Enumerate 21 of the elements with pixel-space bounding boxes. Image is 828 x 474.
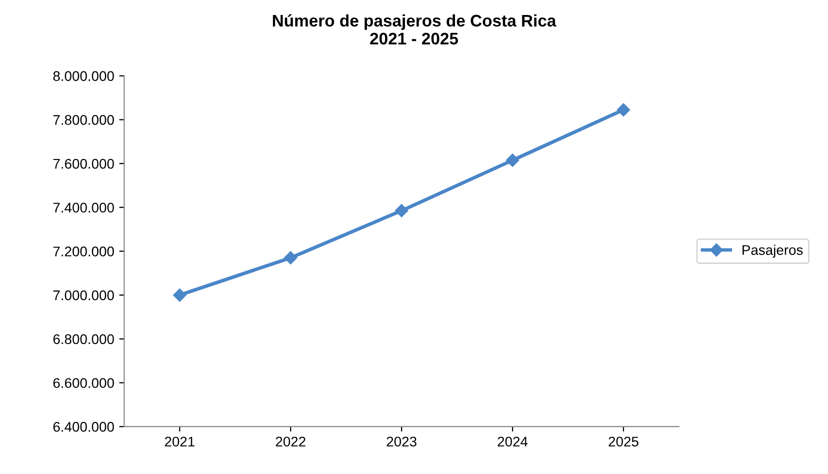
y-tick-label: 8.000.000 [53,71,114,82]
y-tick-label: 7.200.000 [53,246,114,256]
x-tick-label: 2025 [608,436,638,447]
x-tick-label: 2023 [386,436,416,447]
x-tick-label: 2022 [276,436,306,447]
point [616,103,630,116]
y-tick-label: 7.400.000 [53,202,114,213]
chart-title: Número de pasajeros de Costa Rica 2021 - 2025 [272,14,556,45]
x-tick-label: 2021 [164,436,194,447]
point [394,204,408,218]
legend-label: Pasajeros [742,244,803,258]
point [506,154,520,167]
y-tick-label: 6.600.000 [53,378,114,388]
y-tick-label: 6.800.000 [53,334,114,344]
point [284,251,298,264]
point [173,288,186,302]
y-tick-label: 7.000.000 [53,290,114,300]
y-tick-label: 7.600.000 [53,158,114,169]
y-tick-label: 7.800.000 [53,115,114,125]
x-tick-label: 2024 [498,436,528,447]
y-tick-label: 6.400.000 [53,422,114,432]
